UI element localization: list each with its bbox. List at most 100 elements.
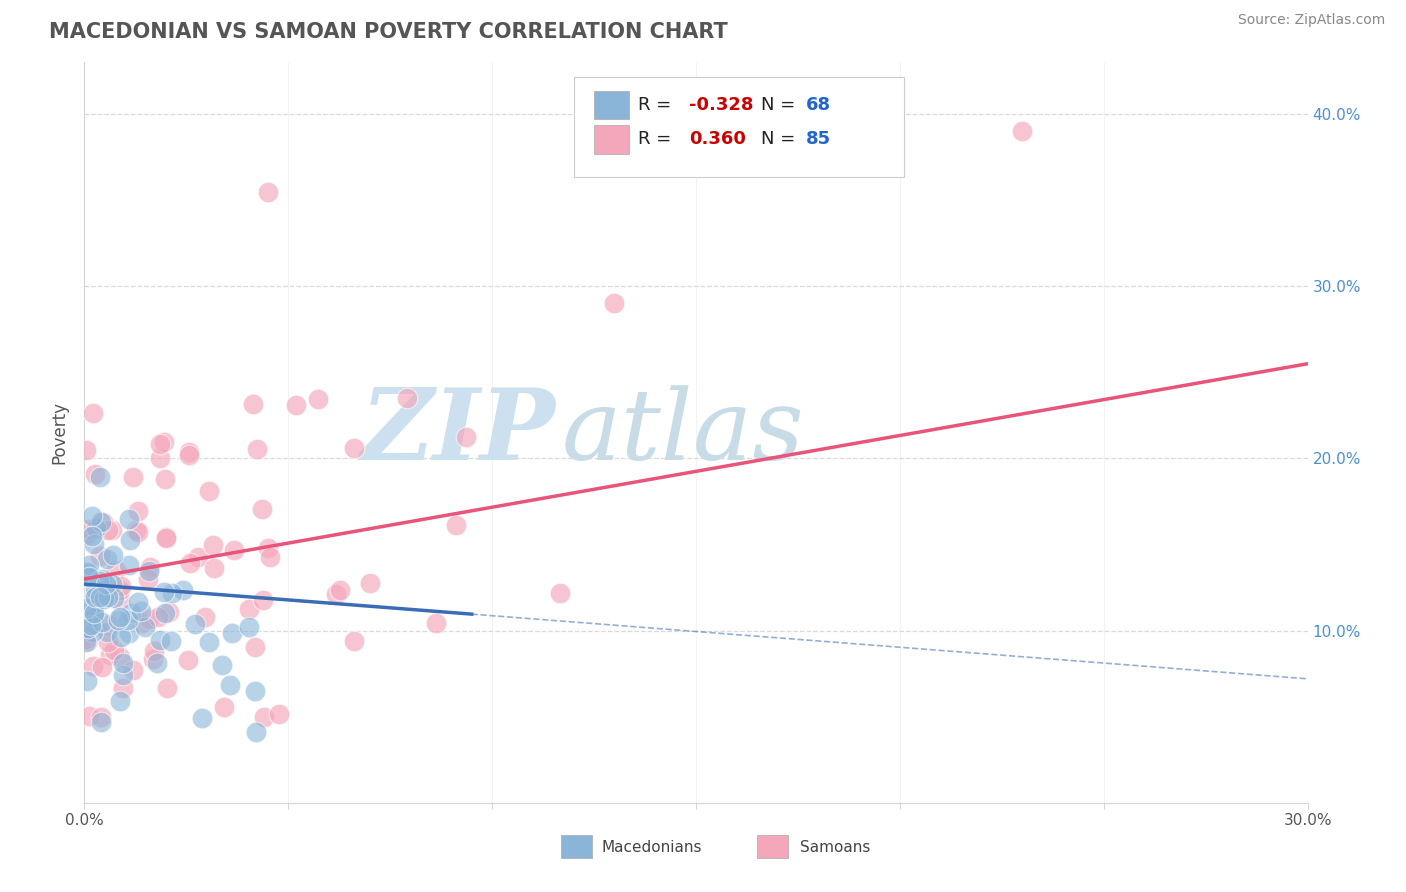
Point [107, 613, 129, 627]
Point [91, 515, 114, 529]
Point [131, 616, 153, 631]
Point [100, 523, 122, 537]
Point [252, 502, 274, 516]
Point [160, 585, 183, 599]
Point [90, 515, 112, 529]
Point [89, 549, 111, 563]
Point [121, 470, 143, 484]
Point [111, 681, 134, 696]
Text: 68: 68 [806, 96, 831, 114]
Point [177, 448, 200, 462]
Point [155, 530, 177, 544]
Point [84, 590, 107, 604]
Point [75, 528, 97, 542]
Point [343, 634, 366, 648]
Point [139, 560, 162, 574]
Point [101, 577, 124, 591]
Point [155, 606, 177, 620]
Point [93, 591, 115, 606]
Text: N =: N = [761, 130, 801, 148]
FancyBboxPatch shape [758, 835, 787, 858]
Point [118, 558, 141, 573]
Point [221, 625, 243, 640]
Point [285, 398, 308, 412]
Point [76, 674, 98, 689]
FancyBboxPatch shape [595, 126, 628, 153]
Point [142, 651, 165, 665]
Point [238, 602, 260, 616]
Point [103, 591, 125, 606]
Point [118, 626, 141, 640]
Point [307, 392, 329, 407]
Point [157, 605, 180, 619]
Point [127, 525, 149, 540]
Point [124, 524, 146, 538]
Point [90, 709, 112, 723]
Point [97, 590, 120, 604]
Point [91, 572, 114, 586]
Point [77, 613, 100, 627]
Point [118, 512, 141, 526]
Text: N =: N = [761, 96, 801, 114]
Point [80, 617, 103, 632]
Point [159, 633, 181, 648]
Point [82, 658, 104, 673]
Point [252, 592, 274, 607]
Point [187, 549, 209, 564]
Text: R =: R = [638, 130, 683, 148]
Point [77, 709, 100, 723]
Point [242, 397, 264, 411]
Point [76, 565, 98, 579]
Point [202, 560, 225, 574]
Text: ZIP: ZIP [360, 384, 555, 481]
Point [152, 584, 174, 599]
Point [96, 624, 118, 639]
Point [257, 541, 280, 555]
Text: MACEDONIAN VS SAMOAN POVERTY CORRELATION CHART: MACEDONIAN VS SAMOAN POVERTY CORRELATION… [49, 22, 728, 42]
Point [96, 552, 118, 566]
Point [108, 694, 131, 708]
Point [82, 406, 104, 420]
Point [79, 558, 101, 573]
Point [76, 621, 98, 635]
Point [83, 610, 105, 624]
Point [129, 605, 152, 619]
Point [191, 711, 214, 725]
Point [77, 570, 100, 584]
Point [104, 564, 127, 578]
Text: Macedonians: Macedonians [602, 839, 702, 855]
Point [183, 616, 205, 631]
Text: R =: R = [638, 96, 678, 114]
Point [110, 649, 132, 664]
Point [198, 483, 221, 498]
Point [267, 706, 290, 721]
Point [343, 441, 366, 455]
Point [112, 668, 135, 682]
Point [90, 715, 112, 730]
Point [83, 537, 105, 551]
Point [91, 590, 114, 604]
Point [97, 635, 120, 649]
Point [80, 508, 103, 523]
Point [153, 472, 176, 486]
Point [149, 437, 172, 451]
Point [257, 185, 280, 199]
Point [142, 644, 165, 658]
Point [329, 583, 352, 598]
Y-axis label: Poverty: Poverty [51, 401, 69, 464]
Point [91, 660, 114, 674]
Point [79, 522, 101, 536]
Point [172, 583, 194, 598]
Point [75, 442, 97, 457]
Point [149, 633, 172, 648]
Point [218, 678, 240, 692]
Point [156, 681, 179, 695]
Point [110, 579, 132, 593]
Point [149, 451, 172, 466]
Point [84, 582, 107, 596]
Point [176, 653, 198, 667]
Point [83, 467, 105, 481]
Point [238, 620, 260, 634]
Point [127, 595, 149, 609]
Point [75, 600, 97, 615]
